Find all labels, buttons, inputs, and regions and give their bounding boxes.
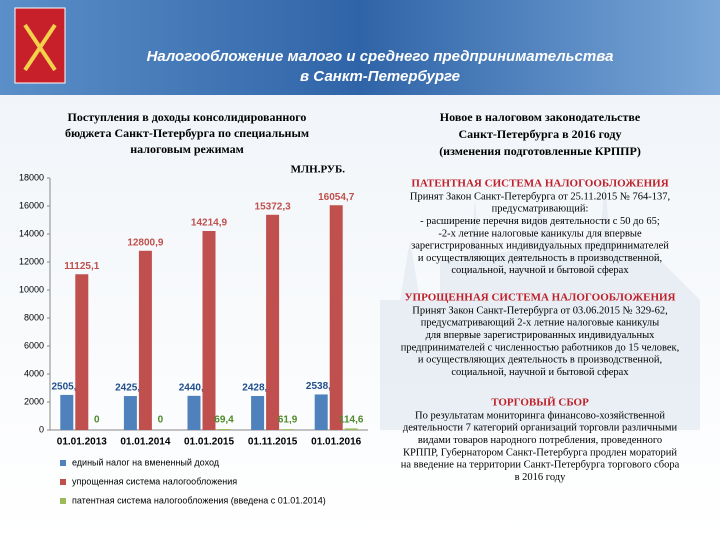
section-line: для впервые зарегистрированных индивидуа… <box>426 330 656 341</box>
value-label: 2428,1 <box>242 383 273 394</box>
chart-title: бюджета Санкт-Петербурга по специальным <box>65 126 309 140</box>
x-tick-label: 01.01.2013 <box>57 437 107 448</box>
y-tick-label: 4000 <box>24 368 44 378</box>
legend-swatch <box>60 498 66 504</box>
value-label: 2440,5 <box>179 382 210 393</box>
value-label: 15372,3 <box>255 201 292 212</box>
section-line: деятельности 7 категорий организаций тор… <box>403 423 678 434</box>
section-line: и осуществляющих деятельность в производ… <box>418 355 662 366</box>
section-line: По результатам мониторинга финансово-хоз… <box>415 410 665 421</box>
section-line: предусматривающий: <box>492 204 589 215</box>
value-label: 0 <box>94 415 100 426</box>
y-tick-label: 10000 <box>19 284 44 294</box>
bar <box>266 214 280 430</box>
section-line: зарегистрированных индивидуальных предпр… <box>411 241 669 252</box>
y-tick-label: 12000 <box>19 256 44 266</box>
legend-label: единый налог на вмененный доход <box>72 457 220 467</box>
bar <box>281 429 295 430</box>
section-heading: ПАТЕНТНАЯ СИСТЕМА НАЛОГООБЛОЖЕНИЯ <box>411 178 668 190</box>
value-label: 14214,9 <box>191 218 228 229</box>
bar <box>187 395 201 430</box>
value-label: 69,4 <box>214 415 234 426</box>
bar <box>138 250 152 430</box>
bar <box>329 205 343 430</box>
section-line: КРППР, Губернатором Санкт-Петербурга про… <box>403 447 677 458</box>
legend-label: патентная система налогообложения (введе… <box>72 495 326 505</box>
emblem-keys <box>23 23 57 72</box>
section-line: - расширение перечня видов деятельности … <box>420 216 660 227</box>
news-title: Новое в налоговом законодательстве <box>440 110 641 124</box>
section-line: социальной, научной и бытовой сферах <box>451 367 629 378</box>
news: Новое в налоговом законодательстве Санкт-… <box>401 110 680 483</box>
y-tick-label: 18000 <box>19 172 44 182</box>
value-label: 2505,6 <box>52 382 83 393</box>
section-line: видами товаров народного потребления, пр… <box>418 435 662 446</box>
section-line: Принят Закон Санкт-Петербурга от 03.06.2… <box>412 305 667 316</box>
y-tick-label: 0 <box>39 424 44 434</box>
bar <box>202 230 216 430</box>
section-line: предпринимателей с численностью работник… <box>401 342 679 353</box>
bar <box>344 428 358 430</box>
legend-swatch <box>60 460 66 466</box>
bar <box>217 429 231 430</box>
x-tick-label: 01.01.2016 <box>311 437 361 448</box>
section-line: -2-х летние налоговые каникулы для вперв… <box>438 228 642 239</box>
section-line: и осуществляющих деятельность в производ… <box>418 253 662 264</box>
bar <box>251 396 265 430</box>
city-silhouette <box>380 180 700 430</box>
x-tick-label: 01.11.2015 <box>248 437 298 448</box>
section-line: Принят Закон Санкт-Петербурга от 25.11.2… <box>410 191 670 202</box>
chart: Поступления в доходы консолидированного б… <box>19 110 368 505</box>
x-tick-label: 01.01.2014 <box>120 437 170 448</box>
chart-title: Поступления в доходы консолидированного <box>68 110 307 124</box>
value-label: 114,6 <box>339 415 364 426</box>
value-label: 11125,1 <box>64 261 99 272</box>
section-line: в 2016 году <box>515 472 567 483</box>
section-line: предусматривающий 2-х летние налоговые к… <box>421 318 659 329</box>
chart-title: налоговым режимам <box>130 142 244 156</box>
legend-label: упрощенная система налогообложения <box>72 476 237 486</box>
value-label: 2425,5 <box>115 383 146 394</box>
header-banner <box>0 0 720 95</box>
legend-swatch <box>60 479 66 485</box>
section-line: социальной, научной и бытовой сферах <box>451 265 629 276</box>
section-line: на введение на территории Санкт-Петербур… <box>401 460 680 471</box>
bar <box>75 274 89 430</box>
y-tick-label: 2000 <box>24 396 44 406</box>
value-label: 2538,6 <box>306 381 337 392</box>
unit-label: МЛН.РУБ. <box>291 164 346 176</box>
value-label: 16054,7 <box>318 192 355 203</box>
value-label: 0 <box>158 415 164 426</box>
bar <box>314 394 328 430</box>
bar <box>123 396 137 430</box>
bar <box>60 394 74 430</box>
header-title: Налогообложение малого и среднего предпр… <box>147 48 614 65</box>
header-title: в Санкт-Петербурге <box>300 68 460 85</box>
y-tick-label: 8000 <box>24 312 44 322</box>
y-tick-label: 16000 <box>19 200 44 210</box>
value-label: 12800,9 <box>127 237 164 248</box>
x-tick-label: 01.01.2015 <box>184 437 234 448</box>
value-label: 61,9 <box>278 415 298 426</box>
section-heading: УПРОЩЕННАЯ СИСТЕМА НАЛОГООБЛОЖЕНИЯ <box>404 292 675 304</box>
y-tick-label: 6000 <box>24 340 44 350</box>
news-title: Санкт-Петербурга в 2016 году <box>459 127 622 141</box>
y-tick-label: 14000 <box>19 228 44 238</box>
section-heading: ТОРГОВЫЙ СБОР <box>491 397 589 409</box>
news-title: (изменения подготовленные КРППР) <box>439 144 641 158</box>
